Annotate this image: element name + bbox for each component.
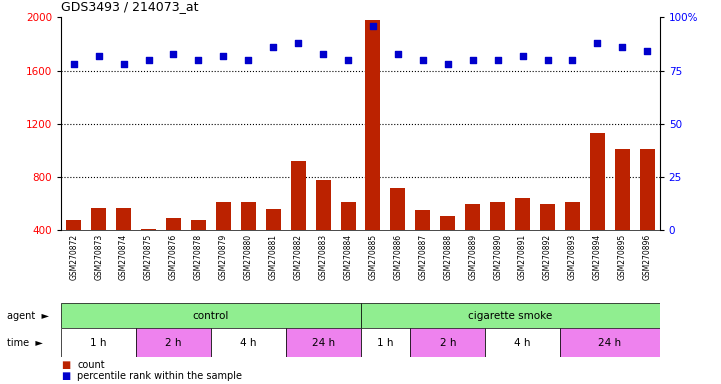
- Point: [642, 48, 653, 55]
- Bar: [515, 199, 530, 284]
- Text: 4 h: 4 h: [240, 338, 257, 348]
- Bar: [211, 328, 286, 357]
- Point: [616, 44, 628, 50]
- Text: GSM270882: GSM270882: [293, 234, 303, 280]
- Text: percentile rank within the sample: percentile rank within the sample: [77, 371, 242, 381]
- Point: [143, 57, 154, 63]
- Point: [168, 50, 180, 56]
- Text: GSM270875: GSM270875: [144, 234, 153, 280]
- Bar: [410, 328, 485, 357]
- Text: 24 h: 24 h: [598, 338, 622, 348]
- Bar: [66, 220, 81, 284]
- Text: GSM270892: GSM270892: [543, 234, 552, 280]
- Bar: [216, 202, 231, 284]
- Bar: [640, 149, 655, 284]
- Bar: [61, 328, 136, 357]
- Text: GSM270876: GSM270876: [169, 234, 178, 280]
- Text: GSM270887: GSM270887: [418, 234, 428, 280]
- Bar: [590, 133, 605, 284]
- Text: GSM270889: GSM270889: [468, 234, 477, 280]
- Text: GSM270895: GSM270895: [618, 234, 627, 280]
- Text: GSM270896: GSM270896: [642, 234, 652, 280]
- Point: [367, 23, 379, 29]
- Point: [492, 57, 503, 63]
- Point: [342, 57, 354, 63]
- Bar: [441, 216, 455, 284]
- Bar: [415, 210, 430, 284]
- Text: GSM270872: GSM270872: [69, 234, 79, 280]
- Bar: [360, 303, 660, 328]
- Point: [317, 50, 329, 56]
- Bar: [540, 204, 555, 284]
- Bar: [166, 218, 181, 284]
- Bar: [241, 202, 256, 284]
- Bar: [316, 180, 330, 284]
- Bar: [366, 20, 381, 284]
- Bar: [340, 202, 355, 284]
- Text: time  ►: time ►: [7, 338, 43, 348]
- Text: GSM270893: GSM270893: [568, 234, 577, 280]
- Text: ■: ■: [61, 360, 71, 370]
- Text: GSM270885: GSM270885: [368, 234, 378, 280]
- Text: GSM270886: GSM270886: [394, 234, 402, 280]
- Bar: [266, 209, 280, 284]
- Text: 1 h: 1 h: [90, 338, 107, 348]
- Point: [592, 40, 603, 46]
- Bar: [116, 208, 131, 284]
- Text: GSM270891: GSM270891: [518, 234, 527, 280]
- Point: [193, 57, 204, 63]
- Point: [68, 61, 79, 67]
- Bar: [91, 208, 106, 284]
- Point: [442, 61, 454, 67]
- Text: GSM270884: GSM270884: [343, 234, 353, 280]
- Bar: [360, 328, 410, 357]
- Text: 1 h: 1 h: [377, 338, 394, 348]
- Bar: [485, 328, 560, 357]
- Bar: [61, 303, 360, 328]
- Text: GSM270894: GSM270894: [593, 234, 602, 280]
- Text: GDS3493 / 214073_at: GDS3493 / 214073_at: [61, 0, 199, 13]
- Text: GSM270880: GSM270880: [244, 234, 253, 280]
- Text: GSM270883: GSM270883: [319, 234, 327, 280]
- Text: GSM270890: GSM270890: [493, 234, 502, 280]
- Point: [293, 40, 304, 46]
- Bar: [191, 220, 206, 284]
- Bar: [286, 328, 360, 357]
- Text: ■: ■: [61, 371, 71, 381]
- Bar: [136, 328, 211, 357]
- Point: [467, 57, 479, 63]
- Text: cigarette smoke: cigarette smoke: [468, 311, 552, 321]
- Bar: [141, 229, 156, 284]
- Text: 2 h: 2 h: [440, 338, 456, 348]
- Bar: [565, 202, 580, 284]
- Text: agent  ►: agent ►: [7, 311, 49, 321]
- Point: [267, 44, 279, 50]
- Point: [118, 61, 129, 67]
- Text: GSM270879: GSM270879: [219, 234, 228, 280]
- Point: [417, 57, 428, 63]
- Point: [541, 57, 553, 63]
- Text: GSM270888: GSM270888: [443, 234, 452, 280]
- Bar: [615, 149, 630, 284]
- Text: GSM270878: GSM270878: [194, 234, 203, 280]
- Bar: [465, 204, 480, 284]
- Bar: [291, 161, 306, 284]
- Point: [218, 53, 229, 59]
- Text: GSM270881: GSM270881: [269, 234, 278, 280]
- Text: 24 h: 24 h: [311, 338, 335, 348]
- Bar: [391, 188, 405, 284]
- Text: control: control: [193, 311, 229, 321]
- Text: 4 h: 4 h: [514, 338, 531, 348]
- Bar: [560, 328, 660, 357]
- Point: [567, 57, 578, 63]
- Point: [242, 57, 254, 63]
- Text: GSM270873: GSM270873: [94, 234, 103, 280]
- Bar: [490, 202, 505, 284]
- Text: GSM270874: GSM270874: [119, 234, 128, 280]
- Point: [517, 53, 528, 59]
- Point: [392, 50, 404, 56]
- Text: 2 h: 2 h: [165, 338, 182, 348]
- Point: [93, 53, 105, 59]
- Text: count: count: [77, 360, 105, 370]
